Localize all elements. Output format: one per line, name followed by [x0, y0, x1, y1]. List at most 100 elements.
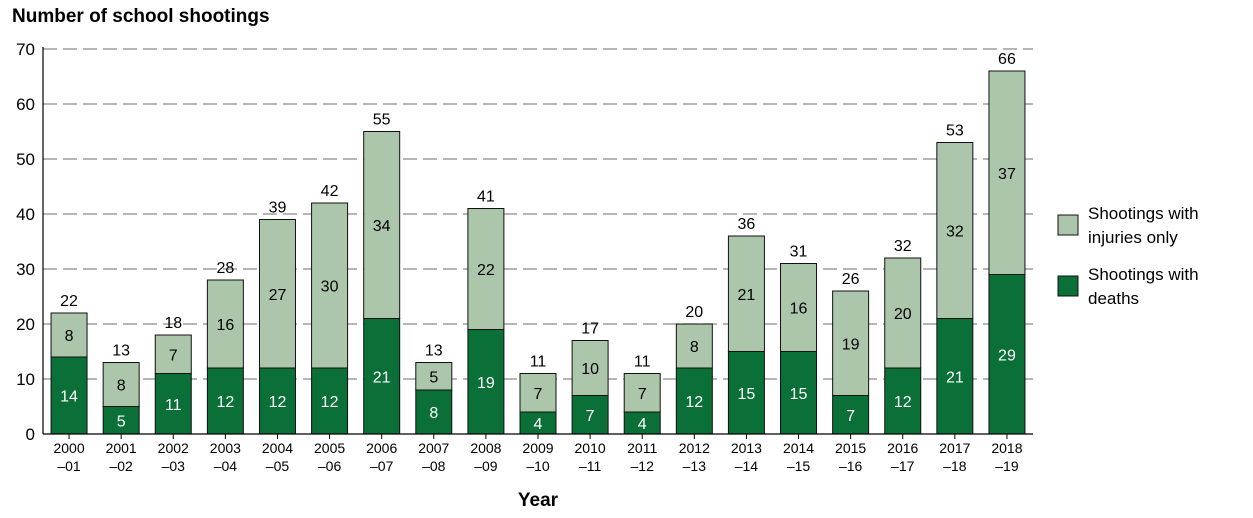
data-label-deaths: 8: [429, 405, 438, 422]
bar-deaths: [727, 351, 765, 435]
data-label-total: 22: [60, 293, 78, 310]
bar-injuries: [623, 373, 661, 413]
legend-item-deaths-swatch: [1057, 275, 1079, 297]
y-tick-label: 60: [16, 95, 35, 114]
data-label-total: 41: [477, 189, 495, 206]
x-tick-label-line2: –09: [474, 458, 498, 474]
x-tick-label-line2: –04: [214, 458, 238, 474]
y-tick-label: 20: [16, 315, 35, 334]
x-tick-label-line2: –07: [370, 458, 394, 474]
data-label-deaths: 4: [534, 416, 543, 433]
data-label-deaths: 21: [946, 369, 964, 386]
data-label-total: 13: [425, 343, 443, 360]
data-label-injuries: 7: [638, 386, 647, 403]
bar-injuries: [311, 202, 349, 369]
data-label-total: 53: [946, 123, 964, 140]
x-tick-label: 2011: [627, 440, 657, 456]
data-label-injuries: 19: [842, 336, 860, 353]
bar-injuries: [415, 362, 453, 391]
axes: 0 10 20 30 40 50 60 70 2000 –01 2001 –02 2002 –03 2003…: [16, 40, 1033, 474]
bar-deaths: [467, 329, 505, 435]
data-label-injuries: 5: [429, 369, 438, 386]
data-label-injuries: 27: [269, 287, 287, 304]
bar-injuries: [258, 219, 296, 369]
data-label-injuries: 10: [581, 361, 599, 378]
x-tick-label: 2006: [366, 440, 397, 456]
bars: [50, 70, 1026, 435]
data-label-total: 36: [738, 216, 756, 233]
data-label-deaths: 21: [373, 369, 391, 386]
x-tick-label: 2015: [835, 440, 866, 456]
data-label-deaths: 4: [638, 416, 647, 433]
x-tick-label: 2018: [991, 440, 1022, 456]
data-label-total: 28: [216, 260, 234, 277]
data-label-injuries: 16: [790, 301, 808, 318]
data-label-deaths: 12: [894, 394, 912, 411]
legend-item-deaths-label: Shootings with: [1088, 265, 1199, 284]
x-tick-label-line2: –11: [579, 458, 602, 474]
x-tick-label: 2007: [418, 440, 449, 456]
legend-item-deaths-label: deaths: [1088, 289, 1139, 308]
bar-deaths: [102, 406, 140, 435]
data-label-deaths: 15: [790, 386, 808, 403]
legend: Shootings with injuries only Shootings wit…: [1057, 204, 1199, 308]
bar-injuries: [988, 70, 1026, 275]
data-label-total: 11: [634, 354, 651, 371]
bar-deaths: [311, 367, 349, 435]
data-label-deaths: 7: [846, 408, 855, 425]
bar-injuries: [467, 208, 505, 330]
x-tick-label-line2: –16: [839, 458, 863, 474]
bar-injuries: [50, 312, 88, 358]
data-label-total: 39: [269, 200, 287, 217]
x-tick-label: 2002: [158, 440, 189, 456]
bar-deaths: [363, 318, 401, 435]
data-label-total: 26: [842, 271, 860, 288]
data-label-total: 11: [530, 354, 547, 371]
bar-deaths: [154, 373, 192, 435]
data-label-injuries: 22: [477, 262, 495, 279]
data-label-injuries: 30: [321, 279, 339, 296]
data-label-injuries: 32: [946, 224, 964, 241]
data-label-total: 13: [112, 343, 130, 360]
data-label-deaths: 11: [165, 397, 182, 414]
data-label-deaths: 19: [477, 375, 495, 392]
legend-item-injuries-label: Shootings with: [1088, 204, 1199, 223]
x-tick-label: 2014: [783, 440, 814, 456]
x-tick-label-line2: –01: [57, 458, 81, 474]
data-label-deaths: 15: [738, 386, 756, 403]
x-tick-label: 2004: [262, 440, 293, 456]
data-label-injuries: 8: [65, 328, 74, 345]
x-tick-label: 2009: [522, 440, 553, 456]
data-label-injuries: 7: [169, 347, 178, 364]
data-label-deaths: 7: [586, 408, 595, 425]
bar-injuries: [206, 279, 244, 369]
data-label-injuries: 8: [117, 378, 126, 395]
data-label-injuries: 16: [216, 317, 234, 334]
bar-injuries: [675, 323, 713, 369]
x-tick-label-line2: –12: [631, 458, 655, 474]
x-tick-label: 2017: [939, 440, 970, 456]
data-label-injuries: 8: [690, 339, 699, 356]
y-tick-label: 40: [16, 205, 35, 224]
data-labels: 1482258131171812162812273912304221345585…: [60, 51, 1016, 433]
data-label-total: 66: [998, 51, 1016, 68]
x-tick-label-line2: –03: [162, 458, 186, 474]
legend-item-injuries-label: injuries only: [1088, 228, 1178, 247]
x-tick-label-line2: –06: [318, 458, 342, 474]
data-label-total: 18: [164, 315, 182, 332]
x-tick-label: 2013: [731, 440, 762, 456]
x-tick-label: 2005: [314, 440, 345, 456]
x-tick-label-line2: –10: [526, 458, 550, 474]
chart-title: Number of school shootings: [12, 6, 270, 27]
y-tick-label: 30: [16, 260, 35, 279]
x-tick-label-line2: –02: [109, 458, 133, 474]
data-label-deaths: 12: [269, 394, 287, 411]
bar-injuries: [884, 257, 922, 369]
x-tick-label-line2: –05: [266, 458, 290, 474]
x-tick-label-line2: –13: [683, 458, 707, 474]
bar-injuries: [154, 334, 192, 374]
data-label-total: 20: [685, 304, 703, 321]
data-label-injuries: 20: [894, 306, 912, 323]
x-tick-label-line2: –18: [943, 458, 967, 474]
